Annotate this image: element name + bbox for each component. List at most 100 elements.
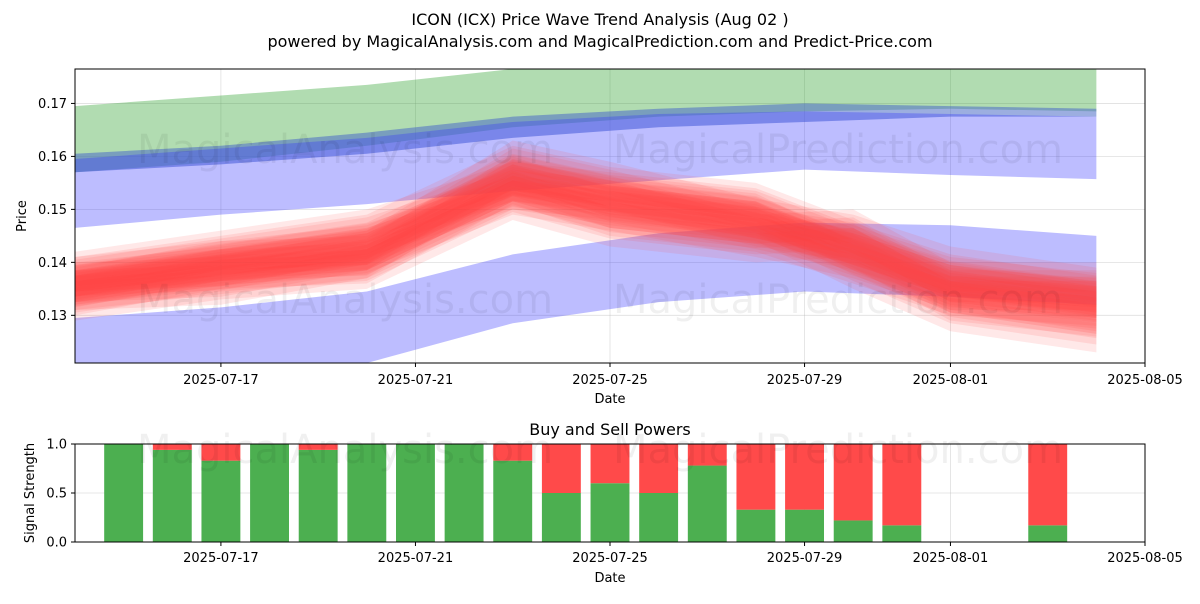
sell-bar — [785, 444, 824, 510]
signal-ticks: 2025-07-17 2025-07-21 2025-07-25 2025-07-29… — [46, 438, 1182, 567]
price-ylabel: Price — [15, 200, 30, 232]
price-wave — [75, 164, 1097, 318]
price-wave — [75, 176, 1097, 307]
price-wave — [75, 185, 1097, 292]
sell-bar — [201, 444, 241, 461]
price-wave — [75, 180, 1097, 324]
sell-bar — [541, 444, 581, 493]
price-wave — [75, 190, 1097, 313]
price-wave — [75, 181, 1097, 296]
buy-bar — [833, 520, 873, 542]
buy-bar — [639, 493, 679, 542]
signal-watermarks: MagicalAnalysis.com MagicalPrediction.com — [137, 427, 1063, 473]
buy-bar — [1028, 525, 1068, 542]
price-watermarks: MagicalAnalysis.com MagicalPrediction.com… — [137, 127, 1063, 323]
buy-bar — [785, 509, 824, 542]
band-dark-blue-band — [75, 103, 1097, 173]
price-data — [75, 69, 1097, 363]
price-wave — [75, 160, 1097, 323]
watermark: MagicalAnalysis.com — [137, 127, 553, 173]
price-wave — [75, 176, 1097, 339]
signal-ytick-label: 0.5 — [46, 487, 67, 502]
price-xtick-label: 2025-08-01 — [913, 373, 989, 388]
price-xtick-label: 2025-07-29 — [767, 373, 843, 388]
signal-ylabel: Signal Strength — [23, 443, 38, 543]
buy-bar — [590, 483, 630, 542]
signal-xtick-label: 2025-07-17 — [183, 551, 259, 566]
buy-bar — [250, 444, 289, 542]
buy-bar — [687, 465, 727, 542]
price-wave — [75, 172, 1097, 332]
signal-bars — [104, 444, 1068, 542]
price-wave — [75, 174, 1097, 308]
price-wave — [75, 161, 1097, 321]
band-lower-blue-band — [75, 222, 1097, 363]
price-wave — [75, 170, 1097, 312]
chart-title: ICON (ICX) Price Wave Trend Analysis (Au… — [411, 10, 788, 29]
watermark: MagicalAnalysis.com — [137, 427, 553, 473]
price-wave — [75, 153, 1097, 329]
signal-xlabel: Date — [594, 571, 625, 586]
price-wave — [75, 140, 1097, 316]
buy-bar — [882, 525, 922, 542]
chart-subtitle: powered by MagicalAnalysis.com and Magic… — [267, 32, 932, 51]
price-wave — [75, 180, 1097, 334]
price-ytick-label: 0.15 — [38, 203, 67, 218]
price-wave — [75, 164, 1097, 318]
price-wave — [75, 174, 1097, 303]
buy-bar — [201, 460, 241, 542]
sell-bar — [152, 444, 192, 450]
buy-bar — [444, 444, 484, 542]
price-xlabel: Date — [594, 392, 625, 407]
watermark: MagicalPrediction.com — [613, 277, 1063, 323]
sell-bar — [882, 444, 922, 526]
buy-bar — [736, 509, 776, 542]
price-xtick-label: 2025-07-25 — [572, 373, 648, 388]
price-wave — [75, 156, 1097, 326]
signal-xtick-label: 2025-08-01 — [913, 551, 989, 566]
signal-ytick-label: 1.0 — [46, 438, 67, 453]
price-xtick-label: 2025-08-05 — [1107, 373, 1183, 388]
buy-bar — [152, 449, 192, 542]
signal-xtick-label: 2025-07-25 — [572, 551, 648, 566]
buy-bar — [493, 460, 533, 542]
price-wave — [75, 180, 1097, 303]
buy-bar — [347, 444, 387, 542]
sell-bar — [1028, 444, 1068, 526]
bar-chart-title: Buy and Sell Powers — [529, 420, 691, 439]
price-xtick-label: 2025-07-17 — [183, 373, 259, 388]
price-ticks: 2025-07-17 2025-07-21 2025-07-25 2025-07-29… — [38, 97, 1183, 388]
price-xtick-label: 2025-07-21 — [378, 373, 454, 388]
price-plot: MagicalAnalysis.com MagicalPrediction.com… — [38, 68, 1183, 388]
watermark: MagicalPrediction.com — [613, 427, 1063, 473]
price-wave — [75, 159, 1097, 297]
price-wave — [75, 148, 1097, 308]
price-ytick-label: 0.16 — [38, 150, 67, 165]
watermark: MagicalPrediction.com — [613, 127, 1063, 173]
sell-bar — [493, 444, 533, 461]
price-wave — [75, 167, 1097, 311]
buy-bar — [541, 493, 581, 542]
price-wave — [75, 169, 1097, 345]
signal-plot: MagicalAnalysis.com MagicalPrediction.com… — [46, 427, 1182, 566]
watermark: MagicalAnalysis.com — [137, 277, 553, 323]
sell-bar — [590, 444, 630, 484]
sell-bar — [736, 444, 776, 510]
signal-ytick-label: 0.0 — [46, 536, 67, 551]
price-wave — [75, 145, 1097, 337]
sell-bar — [298, 444, 338, 450]
sell-bar — [639, 444, 679, 493]
band-upper-blue-band — [75, 111, 1097, 228]
price-ytick-label: 0.14 — [38, 256, 67, 271]
signal-xtick-label: 2025-07-21 — [378, 551, 454, 566]
buy-bar — [104, 444, 144, 542]
price-ytick-label: 0.17 — [38, 97, 67, 112]
signal-xtick-label: 2025-08-05 — [1107, 551, 1183, 566]
signal-xtick-label: 2025-07-29 — [767, 551, 843, 566]
price-gridlines — [75, 69, 1146, 363]
buy-bar — [396, 444, 435, 542]
price-wave — [75, 154, 1097, 302]
price-ytick-label: 0.13 — [38, 309, 67, 324]
